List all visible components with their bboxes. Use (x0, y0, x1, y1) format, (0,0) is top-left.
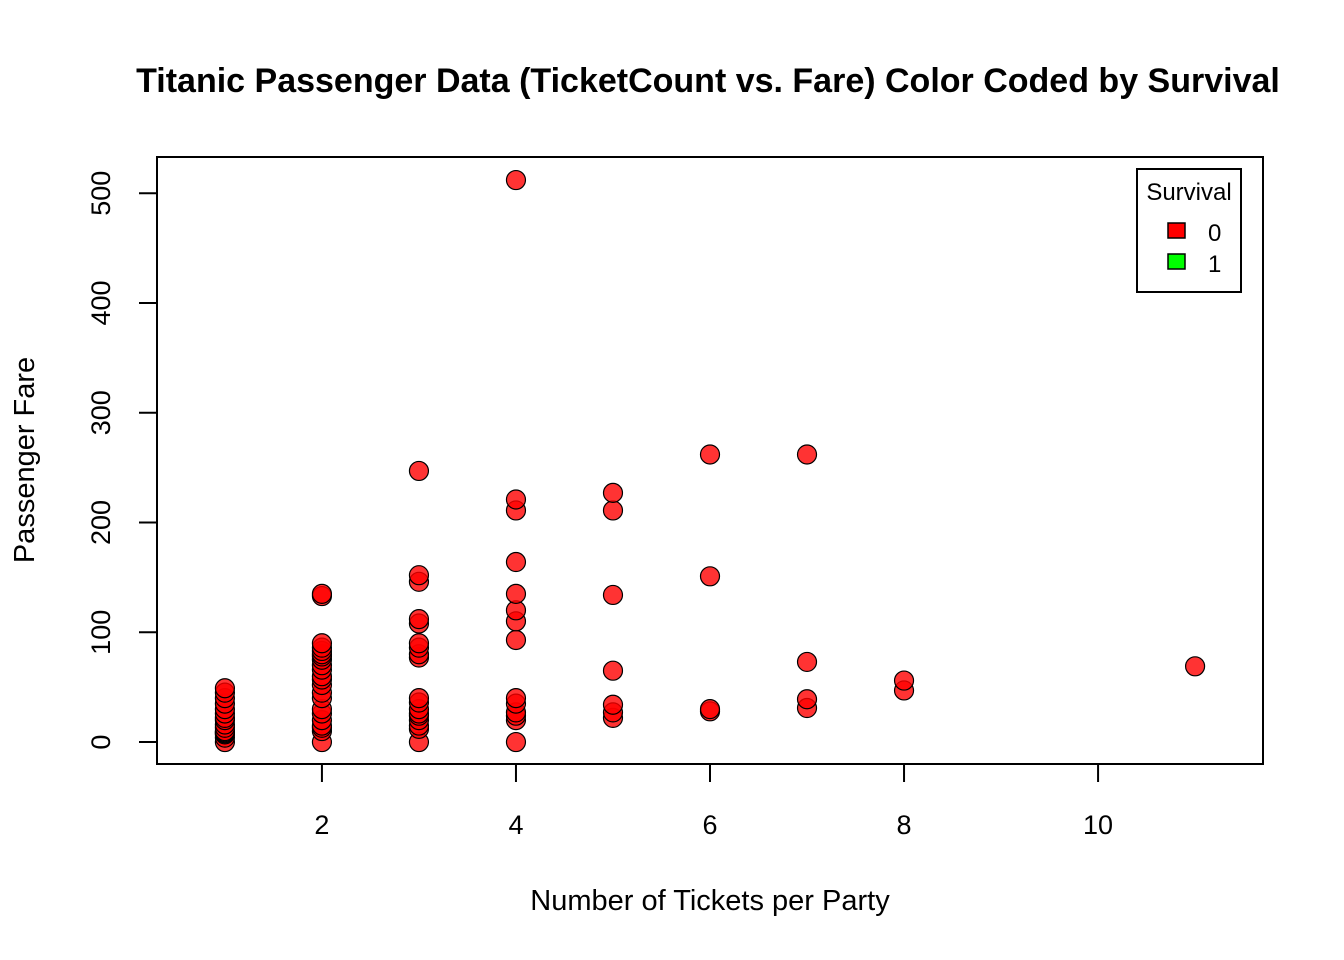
x-tick-label: 10 (1083, 810, 1113, 840)
legend-swatch-0 (1167, 222, 1186, 239)
data-point (699, 566, 721, 587)
x-tick-label: 2 (314, 810, 329, 840)
x-axis: 2 4 6 8 10 (314, 763, 1113, 840)
data-point (602, 482, 624, 503)
data-point (796, 689, 818, 710)
data-point (408, 565, 430, 586)
y-tick-label: 200 (86, 500, 116, 545)
y-tick-label: 100 (86, 610, 116, 655)
legend-label-0: 0 (1208, 220, 1221, 247)
legend-title: Survival (1146, 179, 1231, 206)
data-point (505, 688, 527, 709)
data-point (796, 651, 818, 673)
data-point (505, 731, 527, 753)
x-tick-label: 8 (897, 810, 912, 840)
data-point (1184, 656, 1206, 677)
data-point (505, 169, 527, 191)
data-point (505, 551, 527, 573)
data-point (408, 460, 430, 482)
data-point (311, 633, 333, 654)
y-axis: 0 100 200 300 400 500 (86, 171, 158, 750)
data-points (214, 169, 1206, 753)
data-point (505, 489, 527, 510)
legend: Survival 0 1 (1136, 168, 1242, 293)
legend-box (1136, 168, 1242, 293)
y-axis-label: Passenger Fare (9, 357, 41, 563)
data-point (408, 609, 430, 630)
data-point (893, 670, 915, 691)
data-point (214, 678, 236, 699)
y-tick-label: 400 (86, 280, 116, 325)
data-point (602, 500, 624, 521)
x-tick-label: 6 (702, 810, 717, 840)
data-point (505, 583, 527, 604)
data-point (602, 694, 624, 715)
data-point (699, 699, 721, 720)
data-point (408, 633, 430, 654)
x-axis-label: Number of Tickets per Party (530, 885, 890, 917)
data-point (796, 444, 818, 465)
y-tick-label: 0 (86, 735, 116, 750)
y-tick-label: 300 (86, 390, 116, 435)
legend-label-1: 1 (1208, 251, 1221, 278)
legend-swatch-1 (1167, 253, 1186, 270)
chart-title: Titanic Passenger Data (TicketCount vs. … (136, 62, 1280, 100)
y-tick-label: 500 (86, 171, 116, 216)
data-point (505, 629, 527, 651)
data-point (602, 584, 624, 606)
data-point (699, 444, 721, 465)
data-point (311, 583, 333, 604)
data-point (408, 688, 430, 709)
data-point (602, 660, 624, 681)
x-tick-label: 4 (508, 810, 523, 840)
